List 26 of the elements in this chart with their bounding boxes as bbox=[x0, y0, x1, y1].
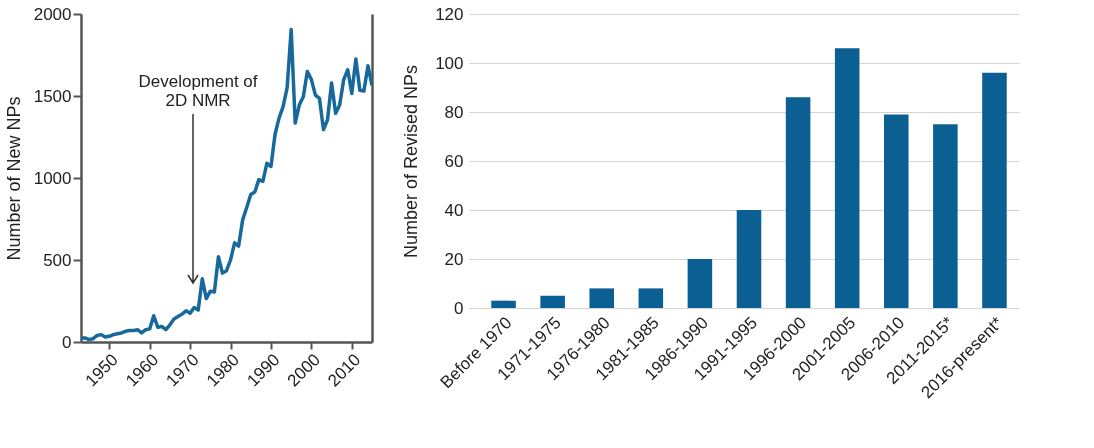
y-tick-label: 80 bbox=[444, 102, 464, 122]
annotation: Development of 2D NMR bbox=[138, 72, 258, 110]
bar bbox=[933, 124, 958, 308]
y-tick-label: 60 bbox=[444, 151, 464, 171]
bar bbox=[540, 295, 565, 308]
bar bbox=[834, 48, 860, 308]
bar bbox=[785, 97, 811, 308]
y-axis-title: Number of New NPs bbox=[3, 96, 24, 261]
bar bbox=[982, 72, 1007, 308]
bar bbox=[884, 114, 909, 308]
bar bbox=[491, 300, 516, 308]
y-tick-label: 2000 bbox=[33, 4, 72, 24]
y-tick-label: 0 bbox=[62, 332, 72, 352]
y-tick-label: 20 bbox=[444, 249, 464, 269]
y-tick-label: 1000 bbox=[33, 168, 72, 188]
bar bbox=[638, 288, 664, 308]
y-axis-title: Number of Revised NPs bbox=[401, 64, 422, 259]
y-tick-label: 1500 bbox=[33, 86, 72, 106]
y-tick-label: 0 bbox=[454, 298, 464, 318]
y-tick-label: 120 bbox=[435, 4, 464, 24]
y-tick-label: 40 bbox=[444, 200, 464, 220]
y-tick-label: 100 bbox=[435, 53, 464, 73]
bar bbox=[687, 259, 713, 308]
bar bbox=[589, 288, 614, 308]
bar bbox=[736, 210, 762, 308]
y-tick-label: 500 bbox=[43, 250, 72, 270]
